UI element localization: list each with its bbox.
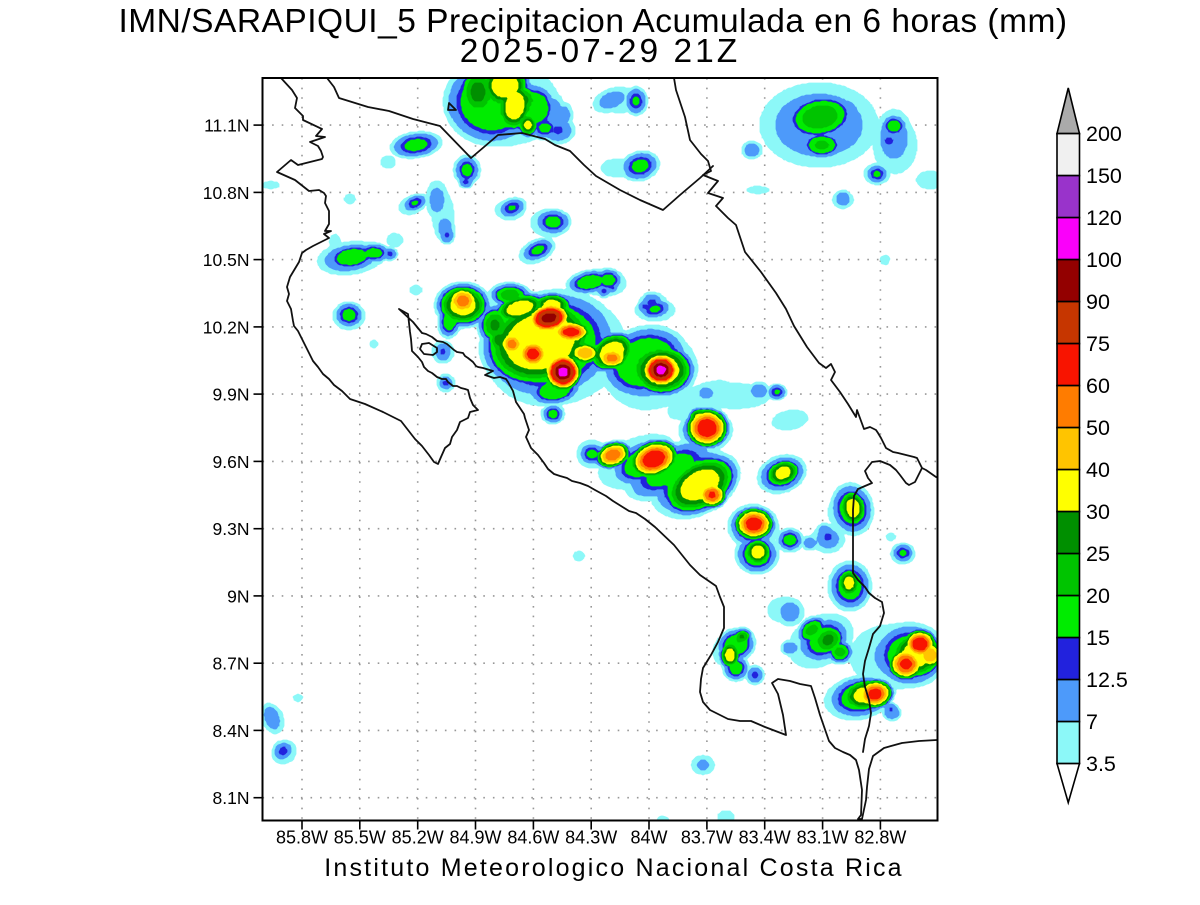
svg-text:9.6N: 9.6N bbox=[213, 452, 250, 472]
svg-text:8.7N: 8.7N bbox=[213, 654, 250, 674]
svg-text:20: 20 bbox=[1086, 584, 1110, 608]
svg-text:82.8W: 82.8W bbox=[854, 828, 906, 848]
svg-text:100: 100 bbox=[1086, 248, 1122, 272]
svg-text:84.6W: 84.6W bbox=[507, 828, 559, 848]
svg-text:200: 200 bbox=[1086, 122, 1122, 146]
svg-text:30: 30 bbox=[1086, 500, 1110, 524]
svg-text:11.1N: 11.1N bbox=[204, 116, 249, 136]
svg-text:8.4N: 8.4N bbox=[213, 721, 250, 741]
svg-text:83.7W: 83.7W bbox=[681, 828, 733, 848]
svg-text:40: 40 bbox=[1086, 458, 1110, 482]
svg-text:50: 50 bbox=[1086, 416, 1110, 440]
svg-text:Instituto Meteorologico Nacion: Instituto Meteorologico Nacional Costa R… bbox=[324, 854, 904, 882]
svg-text:10.8N: 10.8N bbox=[203, 183, 250, 203]
svg-text:75: 75 bbox=[1086, 332, 1110, 356]
svg-text:85.8W: 85.8W bbox=[276, 828, 328, 848]
svg-text:10.2N: 10.2N bbox=[203, 317, 250, 337]
svg-text:10.5N: 10.5N bbox=[203, 250, 250, 270]
svg-text:84.3W: 84.3W bbox=[565, 828, 617, 848]
svg-text:25: 25 bbox=[1086, 542, 1110, 566]
svg-text:85.5W: 85.5W bbox=[334, 828, 386, 848]
svg-text:60: 60 bbox=[1086, 374, 1110, 398]
svg-text:90: 90 bbox=[1086, 290, 1110, 314]
svg-text:85.2W: 85.2W bbox=[392, 828, 444, 848]
svg-text:84.9W: 84.9W bbox=[449, 828, 501, 848]
svg-text:15: 15 bbox=[1086, 626, 1110, 650]
svg-text:84W: 84W bbox=[630, 828, 667, 848]
svg-text:8.1N: 8.1N bbox=[213, 788, 250, 808]
svg-text:9N: 9N bbox=[227, 586, 249, 606]
svg-text:9.3N: 9.3N bbox=[213, 519, 250, 539]
svg-text:83.1W: 83.1W bbox=[797, 828, 849, 848]
svg-text:IMN/SARAPIQUI_5 Precipitacion: IMN/SARAPIQUI_5 Precipitacion Acumulada … bbox=[118, 3, 1067, 40]
svg-text:12.5: 12.5 bbox=[1086, 668, 1128, 692]
svg-text:7: 7 bbox=[1086, 710, 1098, 734]
svg-text:150: 150 bbox=[1086, 164, 1122, 188]
svg-text:120: 120 bbox=[1086, 206, 1122, 230]
svg-text:2025-07-29 21Z: 2025-07-29 21Z bbox=[460, 33, 740, 70]
svg-text:83.4W: 83.4W bbox=[739, 828, 791, 848]
svg-text:3.5: 3.5 bbox=[1086, 752, 1116, 776]
svg-text:9.9N: 9.9N bbox=[213, 385, 250, 405]
